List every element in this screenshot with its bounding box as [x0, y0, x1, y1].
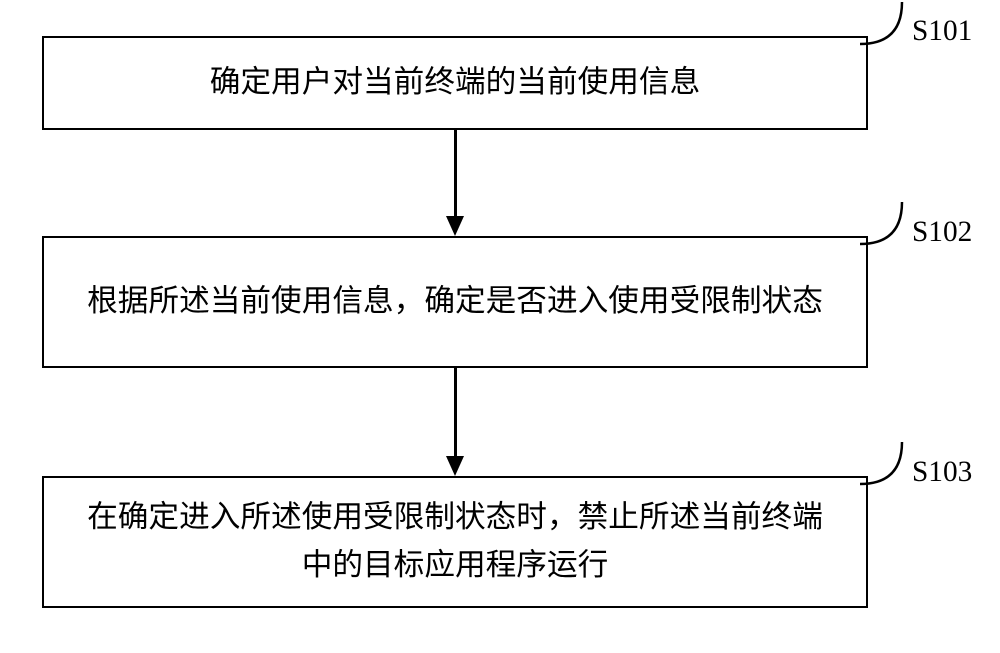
callout-s101 — [856, 0, 906, 48]
arrow-line — [454, 368, 457, 456]
step-text-s103: 在确定进入所述使用受限制状态时，禁止所述当前终端中的目标应用程序运行 — [74, 494, 836, 589]
flowchart-canvas: 确定用户对当前终端的当前使用信息 S101 根据所述当前使用信息，确定是否进入使… — [0, 0, 1000, 653]
arrow-2-3 — [446, 368, 464, 476]
arrow-head-icon — [446, 456, 464, 476]
callout-s102 — [856, 198, 906, 248]
step-label-s103: S103 — [912, 456, 972, 489]
step-label-s102: S102 — [912, 216, 972, 249]
step-box-s101: 确定用户对当前终端的当前使用信息 — [42, 36, 868, 130]
arrow-1-2 — [446, 130, 464, 236]
arrow-line — [454, 130, 457, 216]
step-label-s101: S101 — [912, 15, 972, 48]
step-box-s102: 根据所述当前使用信息，确定是否进入使用受限制状态 — [42, 236, 868, 368]
step-box-s103: 在确定进入所述使用受限制状态时，禁止所述当前终端中的目标应用程序运行 — [42, 476, 868, 608]
arrow-head-icon — [446, 216, 464, 236]
callout-s103 — [856, 438, 906, 488]
step-text-s102: 根据所述当前使用信息，确定是否进入使用受限制状态 — [87, 278, 823, 326]
step-text-s101: 确定用户对当前终端的当前使用信息 — [210, 59, 701, 107]
